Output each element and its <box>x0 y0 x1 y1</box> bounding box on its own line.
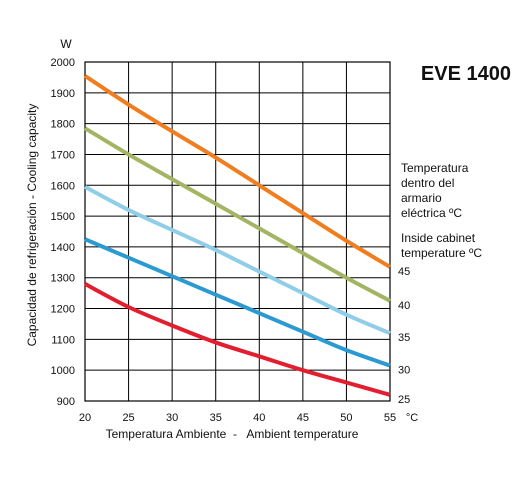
x-tick-label: 40 <box>253 412 265 424</box>
y-tick-label: 1600 <box>51 180 75 192</box>
svg-text:Inside cabinet: Inside cabinet <box>401 231 476 245</box>
legend-title: Temperatura dentro del armario eléctrica… <box>401 161 469 220</box>
series-label-25: 25 <box>398 394 410 406</box>
y-tick-label: 1400 <box>51 242 75 254</box>
y-tick-label: 1100 <box>51 334 75 346</box>
tick-labels: 900 1000 1100 1200 1300 1400 1500 1600 1700 1800 1… <box>51 57 397 424</box>
x-tick-label: 25 <box>122 412 134 424</box>
y-axis-title: Capacidad de refrigeración - Cooling cap… <box>25 104 39 347</box>
y-tick-label: 2000 <box>51 57 75 69</box>
y-tick-label: 1000 <box>51 365 75 377</box>
svg-text:Temperatura: Temperatura <box>401 161 469 175</box>
series-line-25 <box>84 282 391 397</box>
series-line-30 <box>84 237 391 368</box>
series-lines <box>83 74 392 397</box>
x-unit: °C <box>406 412 418 424</box>
y-tick-label: 1200 <box>51 304 75 316</box>
svg-text:armario: armario <box>401 191 442 205</box>
x-tick-label: 30 <box>166 412 178 424</box>
y-tick-label: 1300 <box>51 273 75 285</box>
legend-subtitle: Inside cabinet temperature ºC <box>401 231 482 260</box>
chart-title: EVE 1400 <box>421 63 511 85</box>
series-label-45: 45 <box>398 266 410 278</box>
y-tick-label: 1500 <box>51 211 75 223</box>
series-labels: 45 40 35 30 25 <box>398 266 410 406</box>
y-unit: W <box>60 37 72 51</box>
y-tick-label: 1900 <box>51 88 75 100</box>
series-label-35: 35 <box>398 332 410 344</box>
series-label-30: 30 <box>398 365 410 377</box>
grid <box>84 61 391 402</box>
x-tick-label: 35 <box>210 412 222 424</box>
x-tick-label: 55 <box>384 412 396 424</box>
svg-text:eléctrica ºC: eléctrica ºC <box>401 206 462 220</box>
svg-text:dentro del: dentro del <box>401 176 454 190</box>
y-tick-label: 1800 <box>51 119 75 131</box>
y-tick-label: 900 <box>57 396 75 408</box>
series-label-40: 40 <box>398 300 410 312</box>
plot-frame <box>84 61 391 402</box>
y-tick-label: 1700 <box>51 149 75 161</box>
x-tick-label: 50 <box>340 412 352 424</box>
series-line-35 <box>84 185 391 336</box>
x-axis-title: Temperatura Ambiente - Ambient temperatu… <box>106 427 359 441</box>
x-tick-label: 45 <box>297 412 309 424</box>
series-line-45 <box>83 74 392 269</box>
svg-text:temperature ºC: temperature ºC <box>401 246 482 260</box>
x-tick-label: 20 <box>79 412 91 424</box>
series-line-40 <box>83 126 391 303</box>
